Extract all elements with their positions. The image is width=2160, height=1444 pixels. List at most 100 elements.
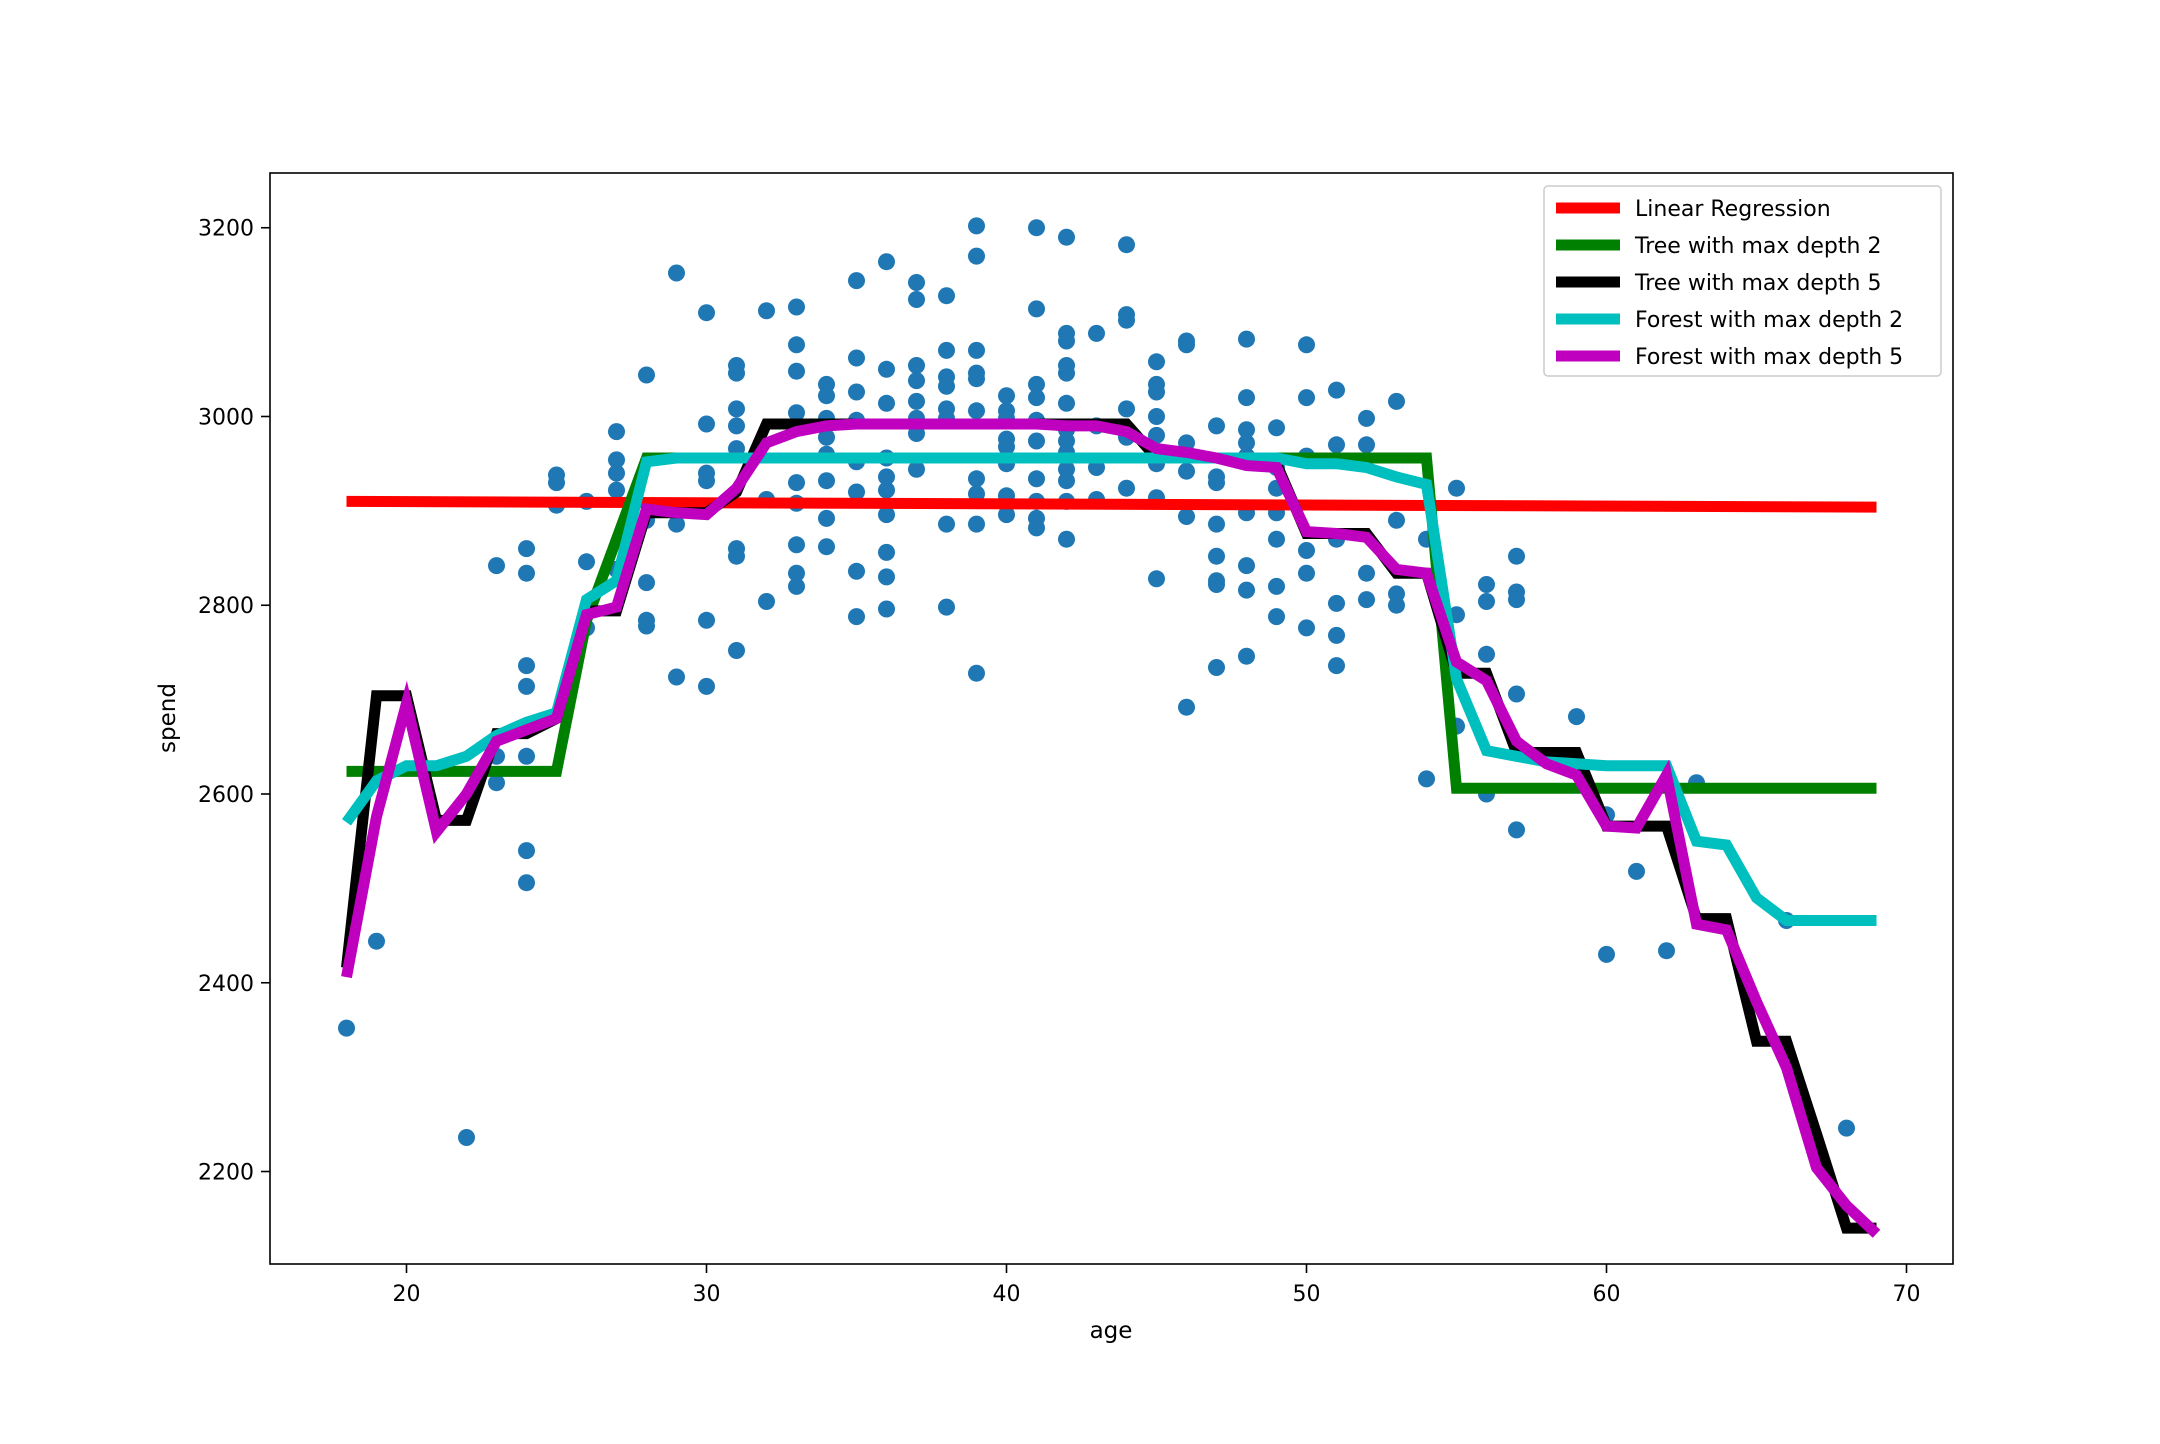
scatter-point-173 [1238, 330, 1255, 348]
scatter-point-162 [1178, 462, 1195, 480]
scatter-point-0 [338, 1019, 355, 1037]
scatter-point-75 [878, 360, 895, 378]
scatter-point-187 [1268, 577, 1285, 595]
scatter-point-50 [788, 336, 805, 354]
x-tick-label-0: 20 [393, 1282, 421, 1307]
scatter-point-227 [1658, 942, 1675, 960]
scatter-point-49 [788, 298, 805, 316]
scatter-point-24 [638, 366, 655, 384]
scatter-point-30 [668, 515, 685, 533]
scatter-point-26 [638, 574, 655, 592]
y-tick-label-3: 2800 [198, 594, 254, 619]
scatter-point-82 [878, 568, 895, 586]
scatter-point-66 [848, 272, 865, 290]
scatter-point-86 [908, 357, 925, 374]
scatter-point-189 [1298, 336, 1315, 354]
scatter-point-72 [848, 562, 865, 580]
scatter-point-132 [1058, 364, 1075, 382]
scatter-point-79 [878, 481, 895, 499]
scatter-point-198 [1328, 594, 1345, 612]
scatter-point-53 [788, 474, 805, 492]
scatter-point-220 [1508, 591, 1525, 609]
scatter-point-148 [1118, 400, 1135, 418]
scatter-point-117 [998, 506, 1015, 524]
scatter-point-106 [968, 470, 985, 488]
scatter-point-141 [1088, 324, 1105, 342]
scatter-point-181 [1238, 647, 1255, 665]
plot-frame [269, 172, 1954, 1265]
scatter-point-37 [698, 677, 715, 695]
scatter-point-193 [1298, 564, 1315, 582]
scatter-point-4 [488, 774, 505, 792]
scatter-point-44 [728, 547, 745, 565]
scatter-point-17 [578, 553, 595, 571]
scatter-point-201 [1358, 409, 1375, 427]
scatter-point-138 [1058, 472, 1075, 490]
scatter-point-7 [518, 564, 535, 582]
series-line-0 [346, 495, 1877, 513]
scatter-point-172 [1208, 659, 1225, 676]
scatter-point-150 [1118, 479, 1135, 497]
scatter-point-95 [938, 377, 955, 395]
scatter-point-205 [1388, 392, 1405, 410]
legend-label-3: Forest with max depth 2 [1635, 308, 1903, 333]
scatter-point-73 [848, 608, 865, 626]
scatter-point-3 [488, 557, 505, 575]
x-tick-label-3: 50 [1293, 1282, 1321, 1307]
scatter-point-155 [1148, 426, 1165, 444]
scatter-point-216 [1478, 645, 1495, 663]
scatter-point-145 [1118, 236, 1135, 254]
scatter-point-71 [848, 483, 865, 501]
scatter-point-120 [1028, 375, 1045, 393]
scatter-point-83 [878, 600, 895, 618]
scatter-point-36 [698, 611, 715, 629]
scatter-point-35 [698, 472, 715, 490]
legend-label-1: Tree with max depth 2 [1634, 234, 1881, 259]
scatter-point-195 [1328, 381, 1345, 399]
scatter-point-28 [638, 617, 655, 635]
scatter-point-100 [968, 217, 985, 235]
scatter-point-85 [908, 291, 925, 308]
scatter-point-87 [908, 372, 925, 390]
scatter-point-167 [1208, 474, 1225, 492]
legend-box [1543, 185, 1942, 377]
scatter-point-98 [938, 515, 955, 533]
scatter-point-14 [548, 474, 565, 492]
scatter-point-118 [1028, 219, 1045, 237]
scatter-point-45 [728, 642, 745, 659]
scatter-point-164 [1178, 698, 1195, 716]
scatter-point-127 [1028, 519, 1045, 537]
x-axis-label: age [1090, 1318, 1133, 1344]
x-tick-label-5: 70 [1893, 1282, 1921, 1307]
scatter-point-88 [908, 392, 925, 410]
scatter-point-180 [1238, 581, 1255, 599]
scatter-point-128 [1058, 228, 1075, 246]
y-tick-label-1: 2400 [198, 972, 254, 997]
scatter-point-31 [668, 668, 685, 686]
scatter-point-48 [758, 593, 775, 610]
scatter-point-153 [1148, 383, 1165, 401]
y-tick-label-4: 3000 [198, 405, 254, 430]
scatter-point-63 [818, 472, 835, 490]
scatter-point-218 [1508, 547, 1525, 565]
scatter-point-99 [938, 598, 955, 616]
legend-label-4: Forest with max depth 5 [1635, 345, 1903, 370]
scatter-point-109 [968, 664, 985, 682]
scatter-point-130 [1058, 332, 1075, 350]
scatter-point-123 [1028, 432, 1045, 450]
scatter-point-68 [848, 383, 865, 401]
scatter-point-176 [1238, 434, 1255, 452]
scatter-point-158 [1148, 570, 1165, 588]
scatter-point-182 [1268, 419, 1285, 437]
scatter-point-160 [1178, 336, 1195, 354]
scatter-point-110 [998, 387, 1015, 405]
x-tick-label-1: 30 [693, 1282, 721, 1307]
scatter-point-102 [968, 341, 985, 359]
scatter-point-57 [788, 577, 805, 595]
scatter-point-56 [788, 564, 805, 582]
scatter-point-171 [1208, 576, 1225, 593]
y-axis: 2200 2400 2600 2800 3000 3200 [198, 217, 270, 1186]
scatter-point-64 [818, 509, 835, 527]
